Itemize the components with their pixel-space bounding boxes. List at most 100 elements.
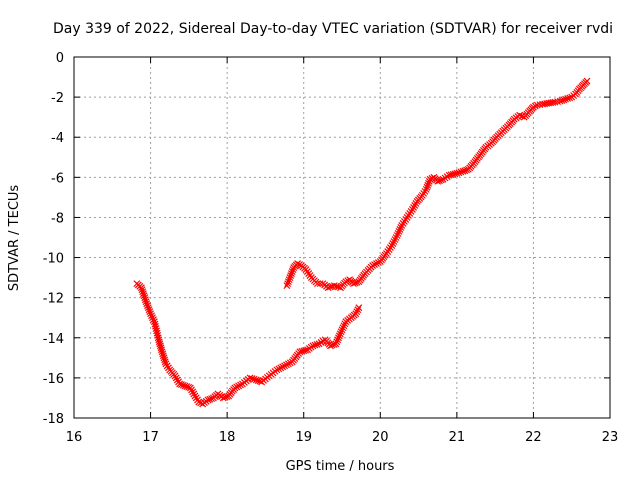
data-point	[355, 304, 363, 312]
data-point	[179, 381, 187, 389]
data-point	[422, 185, 430, 193]
data-point	[161, 356, 169, 364]
data-point	[328, 341, 336, 349]
data-point	[139, 290, 147, 298]
data-point	[283, 361, 290, 369]
data-point	[396, 226, 404, 233]
data-point	[144, 304, 152, 312]
data-point	[286, 274, 294, 282]
data-point	[434, 177, 442, 185]
data-point	[157, 344, 165, 352]
data-point	[154, 334, 162, 342]
grid-lines	[74, 57, 610, 418]
data-point	[457, 168, 465, 176]
data-point	[288, 270, 295, 278]
data-point	[560, 96, 568, 104]
data-point	[248, 375, 256, 382]
data-point	[558, 97, 566, 104]
data-point	[254, 377, 262, 384]
data-point	[155, 336, 163, 344]
y-tick-label: -6	[51, 171, 64, 186]
data-point	[353, 308, 361, 316]
data-point	[351, 279, 359, 287]
data-point	[390, 238, 398, 245]
data-point	[219, 394, 227, 402]
data-point	[371, 261, 378, 268]
data-point	[176, 380, 184, 388]
data-point	[314, 280, 321, 288]
data-point	[337, 328, 345, 336]
x-tick-label: 23	[602, 430, 619, 445]
data-point	[327, 342, 334, 350]
y-tick-label: -12	[43, 292, 64, 307]
data-point	[246, 374, 254, 382]
data-point	[324, 284, 332, 292]
x-tick-label: 16	[66, 430, 83, 445]
data-point	[339, 324, 347, 332]
data-point	[302, 346, 310, 354]
data-point	[309, 342, 317, 350]
data-point	[275, 365, 283, 373]
data-point	[284, 360, 292, 368]
data-point	[145, 306, 153, 314]
x-tick-label: 20	[372, 430, 389, 445]
data-point	[296, 261, 303, 268]
x-axis-label: GPS time / hours	[286, 459, 395, 474]
data-point	[392, 234, 400, 241]
data-point	[332, 340, 340, 348]
data-point	[159, 352, 167, 360]
data-point	[139, 288, 147, 296]
data-point	[285, 276, 293, 284]
data-point	[289, 266, 297, 274]
data-point	[564, 95, 572, 102]
data-point	[423, 183, 431, 191]
data-point	[252, 376, 260, 384]
data-point	[250, 375, 258, 383]
data-point	[283, 282, 291, 290]
data-point	[369, 262, 377, 270]
data-point	[436, 177, 443, 185]
data-point	[332, 282, 340, 290]
chart-title: Day 339 of 2022, Sidereal Day-to-day VTE…	[53, 21, 613, 37]
data-point	[334, 336, 342, 344]
data-point	[181, 382, 189, 390]
data-point	[354, 306, 362, 314]
data-point	[142, 298, 150, 306]
data-point	[137, 284, 145, 292]
data-point	[330, 282, 338, 290]
data-point	[158, 346, 165, 354]
y-tick-label: -10	[43, 252, 64, 267]
data-point	[453, 169, 461, 177]
data-point	[340, 322, 348, 330]
y-tick-label: -8	[51, 211, 64, 226]
data-point	[138, 286, 146, 294]
data-point	[284, 280, 292, 288]
x-tick-label: 18	[219, 430, 236, 445]
data-point	[156, 342, 164, 350]
y-tick-label: -14	[43, 332, 64, 347]
data-point	[335, 334, 342, 342]
y-tick-label: -2	[51, 91, 64, 106]
data-point	[208, 395, 215, 403]
plot-frame	[73, 56, 611, 419]
data-point	[233, 383, 241, 391]
data-point	[338, 326, 346, 334]
data-point	[336, 330, 344, 338]
data-point	[566, 94, 574, 102]
data-point	[231, 384, 239, 392]
data-point	[437, 176, 445, 184]
data-point	[424, 181, 432, 189]
data-point	[556, 97, 564, 105]
data-point	[273, 366, 281, 374]
data-point	[326, 283, 334, 291]
data-point	[277, 364, 285, 372]
data-point	[389, 240, 397, 247]
data-point	[333, 338, 341, 346]
data-point	[148, 312, 155, 320]
x-tick-label: 19	[295, 430, 312, 445]
data-point	[530, 103, 537, 111]
data-point	[461, 167, 469, 175]
data-point	[350, 280, 357, 288]
data-point	[562, 95, 570, 103]
